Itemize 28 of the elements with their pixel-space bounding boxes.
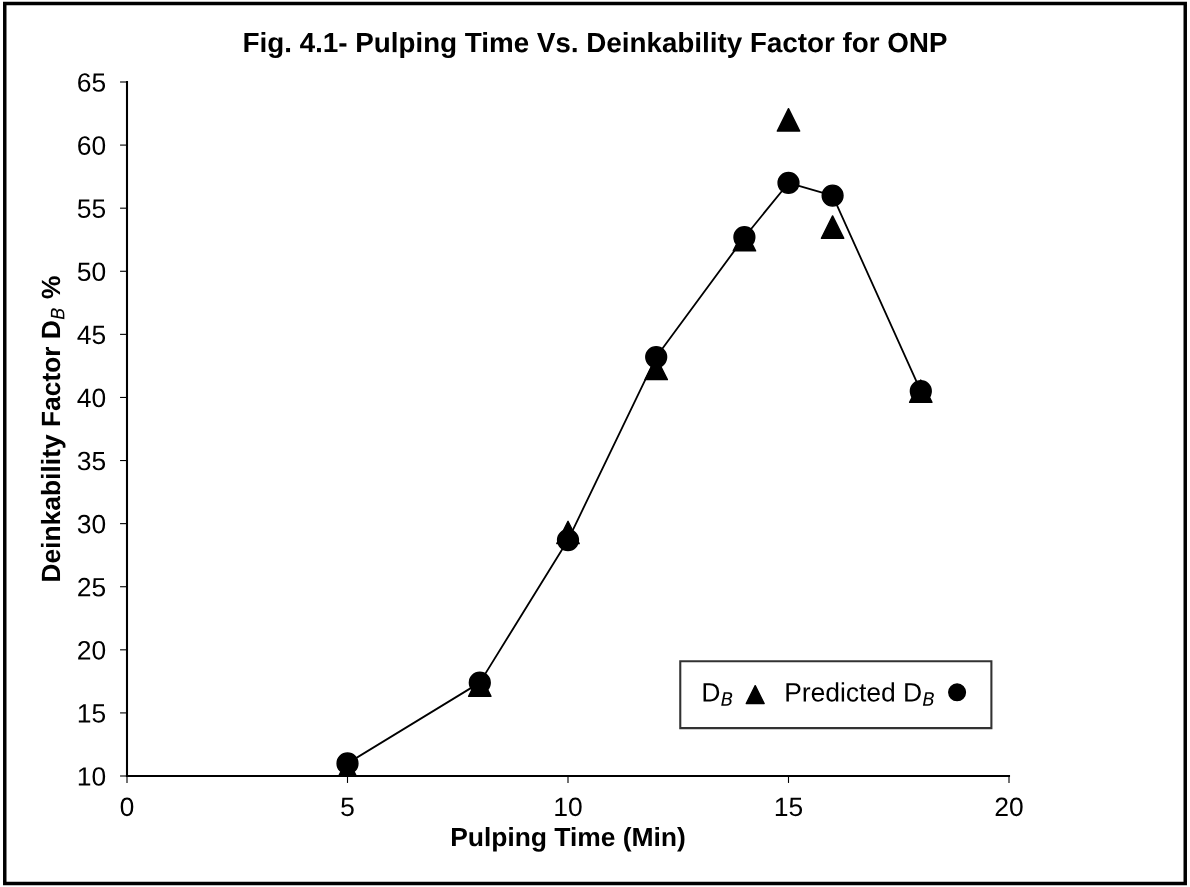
y-tick-label: 15	[78, 704, 106, 723]
point	[777, 171, 800, 195]
y-tick-label: 60	[78, 136, 106, 155]
y-tick-label: 25	[78, 577, 106, 597]
y-tick-label: 35	[77, 451, 106, 471]
y-tick-label: 55	[77, 199, 106, 218]
point	[821, 184, 844, 207]
y-tick-label: 30	[77, 514, 106, 534]
point	[556, 528, 580, 552]
y-axis-title: Deinkability Factor D$_{B}$ %	[40, 276, 66, 581]
x-tick-label: 0	[120, 797, 134, 817]
x-tick-label: 10	[555, 797, 582, 817]
y-tick-label: 50	[77, 262, 106, 282]
x-tick-label: 15	[775, 797, 803, 817]
legend-label: D$_{B}$	[703, 683, 733, 706]
y-tick-label: 65	[78, 73, 106, 92]
y-tick-label: 40	[77, 388, 106, 408]
chart-title: Fig. 4.1- Pulping Time Vs. Deinkability Factor for ONP	[244, 31, 947, 59]
x-tick-label: 5	[341, 797, 354, 817]
x-tick-label: 20	[995, 797, 1023, 817]
point	[820, 215, 845, 240]
point	[645, 345, 668, 369]
y-tick-label: 10	[78, 767, 106, 786]
y-tick-label: 20	[78, 640, 106, 660]
x-axis-title: Pulping Time (Min)	[452, 826, 685, 852]
y-tick-label: 45	[77, 325, 106, 345]
point	[776, 107, 801, 132]
legend-label: Predicted D$_{B}$	[786, 682, 934, 706]
